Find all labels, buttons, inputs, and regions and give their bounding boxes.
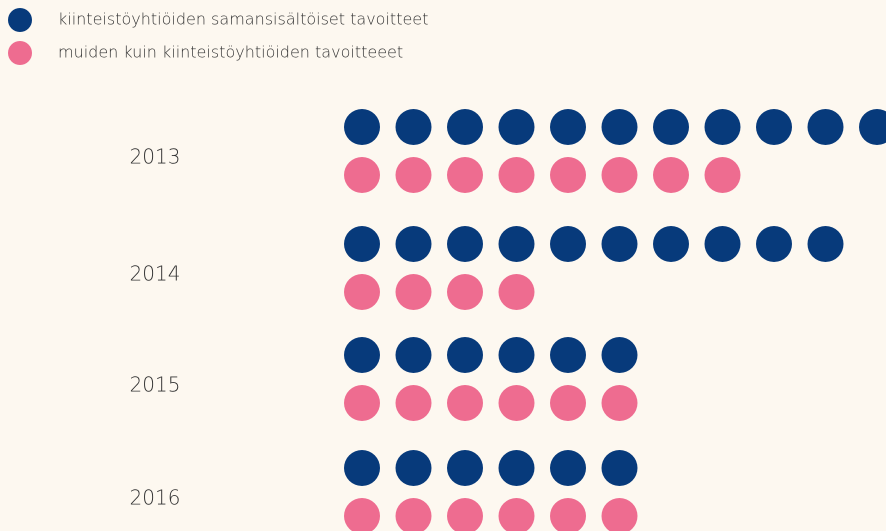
dot	[395, 498, 432, 531]
dot	[344, 274, 380, 310]
dot	[704, 226, 741, 262]
legend-swatch	[8, 8, 32, 32]
dot	[447, 109, 483, 145]
dot	[447, 226, 483, 262]
dot	[704, 109, 741, 145]
dot	[395, 450, 432, 486]
dot	[344, 157, 380, 193]
dot	[498, 157, 535, 193]
dot	[756, 226, 792, 262]
dot	[550, 337, 586, 373]
dot	[498, 109, 535, 145]
year-label: 2014	[130, 262, 181, 286]
legend-label: kiinteistöyhtiöiden samansisältöiset tav…	[58, 10, 428, 29]
dot	[447, 274, 483, 310]
dot	[344, 385, 380, 421]
dot	[601, 157, 638, 193]
dot	[756, 109, 792, 145]
dot	[704, 157, 741, 193]
dot	[447, 385, 483, 421]
dot	[601, 450, 638, 486]
dot	[601, 226, 638, 262]
dot	[447, 450, 483, 486]
dot	[498, 498, 535, 531]
dot	[344, 498, 380, 531]
year-label: 2015	[130, 373, 181, 397]
legend-label: muiden kuin kiinteistöyhtiöiden tavoitte…	[58, 43, 403, 62]
dot	[395, 109, 432, 145]
dot	[395, 385, 432, 421]
dot	[601, 109, 638, 145]
dot	[498, 450, 535, 486]
dot	[550, 450, 586, 486]
dot	[447, 337, 483, 373]
dot	[498, 337, 535, 373]
dot	[498, 274, 535, 310]
dot	[344, 109, 380, 145]
dot	[395, 157, 432, 193]
dot	[807, 226, 844, 262]
dot	[653, 226, 689, 262]
dot	[498, 226, 535, 262]
dot	[395, 274, 432, 310]
dot	[447, 157, 483, 193]
dot	[601, 337, 638, 373]
dot	[550, 109, 586, 145]
year-label: 2016	[130, 486, 181, 510]
dot	[601, 385, 638, 421]
dot	[395, 337, 432, 373]
dot	[859, 109, 886, 145]
dot	[344, 226, 380, 262]
dot	[653, 157, 689, 193]
dot	[344, 450, 380, 486]
dot	[550, 498, 586, 531]
dot	[498, 385, 535, 421]
dot	[550, 385, 586, 421]
dot	[447, 498, 483, 531]
dot	[550, 226, 586, 262]
dot	[601, 498, 638, 531]
dot	[344, 337, 380, 373]
dot	[550, 157, 586, 193]
dot	[807, 109, 844, 145]
dot	[395, 226, 432, 262]
legend-swatch	[8, 41, 32, 65]
dot	[653, 109, 689, 145]
year-label: 2013	[130, 145, 181, 169]
